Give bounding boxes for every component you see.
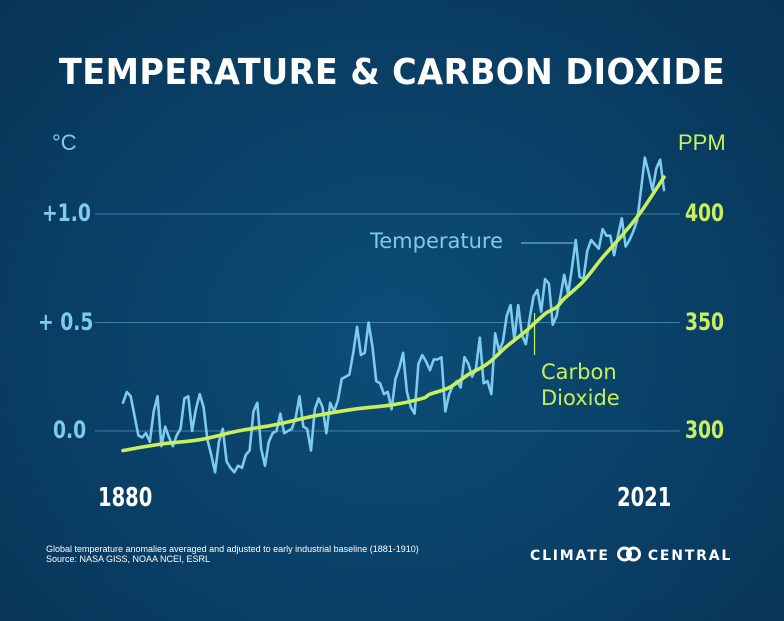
y-right-tick-label: 350 [685, 307, 725, 336]
x-tick-label-end: 2021 [617, 483, 672, 513]
climate-central-logo: CLIMATE CENTRAL [530, 546, 732, 566]
x-tick-label-start: 1880 [98, 483, 153, 513]
y-left-tick-label: + 0.5 [38, 307, 94, 336]
annotation-co2-word: Carbon [541, 360, 617, 384]
y-left-tick-label: 0.0 [53, 416, 87, 444]
y-right-axis-label: PPM [678, 130, 726, 155]
annotation-leaders [521, 242, 574, 355]
footnote: Global temperature anomalies averaged an… [46, 544, 419, 564]
brand-right-text: CENTRAL [647, 548, 733, 564]
footnote-source: Source: NASA GISS, NOAA NCEI, ESRL [46, 554, 211, 564]
co2-series [121, 175, 666, 453]
y-left-axis-label: °C [52, 130, 77, 155]
y-left-tick-label: +1.0 [42, 199, 91, 227]
y-right-tick-label: 400 [685, 199, 725, 227]
y-right-tick-label: 300 [685, 416, 725, 444]
temperature-line [121, 156, 666, 474]
annotation-carbon-dioxide-text: Carbon Dioxide [541, 359, 620, 411]
annotation-temperature: Temperature [370, 229, 504, 253]
chart-title: TEMPERATURE & CARBON DIOXIDE [58, 52, 726, 93]
brand-left-text: CLIMATE [530, 548, 610, 564]
annotation-carbon-dioxide: Carbon Dioxide [541, 359, 620, 411]
footnote-description: Global temperature anomalies averaged an… [46, 544, 419, 554]
interlocking-rings-icon [616, 546, 642, 566]
temperature-series [121, 156, 666, 474]
annotation-co2-word: Dioxide [541, 386, 620, 410]
